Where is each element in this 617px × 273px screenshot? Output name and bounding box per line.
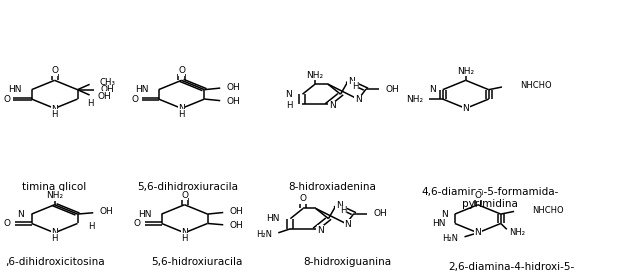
Text: O: O (300, 194, 307, 203)
Text: H: H (340, 206, 347, 215)
Text: H: H (352, 82, 358, 91)
Text: N: N (429, 85, 436, 94)
Text: N: N (336, 201, 342, 210)
Text: ,6-dihidroxicitosina: ,6-dihidroxicitosina (5, 257, 104, 267)
Text: OH: OH (97, 92, 111, 101)
Text: N: N (344, 220, 351, 229)
Text: O: O (51, 66, 58, 75)
Text: H: H (286, 101, 293, 110)
Text: OH: OH (101, 85, 114, 94)
Text: OH: OH (230, 221, 244, 230)
Text: N: N (17, 210, 24, 219)
Text: N: N (462, 104, 469, 113)
Text: N: N (441, 210, 447, 219)
Text: 5,6-dihidroxiuracila: 5,6-dihidroxiuracila (137, 182, 238, 192)
Text: NH₂: NH₂ (406, 94, 423, 103)
Text: timina glicol: timina glicol (22, 182, 86, 192)
Text: H₂N: H₂N (256, 230, 272, 239)
Text: H: H (88, 222, 95, 231)
Text: N: N (329, 101, 336, 110)
Text: O: O (474, 191, 481, 200)
Text: HN: HN (135, 85, 149, 94)
Text: NH₂: NH₂ (307, 71, 324, 80)
Text: NH₂: NH₂ (508, 227, 524, 236)
Text: N: N (178, 104, 185, 113)
Text: N: N (348, 76, 355, 85)
Text: N: N (181, 228, 188, 237)
Text: OH: OH (227, 82, 241, 91)
Text: NHCHO: NHCHO (532, 206, 564, 215)
Text: O: O (131, 94, 138, 103)
Text: H: H (51, 234, 58, 243)
Text: 4,6-diamina-5-formamida-
pyrimidina: 4,6-diamina-5-formamida- pyrimidina (421, 187, 558, 209)
Text: N: N (51, 105, 58, 114)
Text: NH₂: NH₂ (457, 67, 474, 76)
Text: H₂N: H₂N (442, 234, 458, 243)
Text: NHCHO: NHCHO (520, 81, 552, 90)
Text: OH: OH (230, 207, 244, 216)
Text: O: O (178, 66, 185, 75)
Text: HN: HN (138, 210, 152, 219)
Text: 2,6-diamina-4-hidroxi-5-
formamida-pirimidina: 2,6-diamina-4-hidroxi-5- formamida-pirim… (448, 262, 574, 273)
Text: O: O (134, 219, 141, 228)
Text: O: O (3, 94, 10, 103)
Text: N: N (51, 228, 58, 237)
Text: H: H (87, 99, 94, 108)
Text: HN: HN (266, 214, 280, 223)
Text: HN: HN (9, 85, 22, 94)
Text: N: N (355, 95, 362, 104)
Text: 8-hidroxiadenina: 8-hidroxiadenina (289, 182, 376, 192)
Text: H: H (51, 110, 58, 119)
Text: N: N (474, 228, 481, 237)
Text: 5,6-hidroxiuracila: 5,6-hidroxiuracila (151, 257, 242, 267)
Text: HN: HN (432, 219, 445, 228)
Text: 8-hidroxiguanina: 8-hidroxiguanina (304, 257, 392, 267)
Text: OH: OH (385, 85, 399, 94)
Text: OH: OH (374, 209, 387, 218)
Text: H: H (181, 234, 188, 243)
Text: O: O (181, 191, 188, 200)
Text: H: H (178, 109, 184, 118)
Text: N: N (317, 226, 324, 235)
Text: CH₃: CH₃ (99, 78, 115, 87)
Text: N: N (285, 90, 292, 99)
Text: NH₂: NH₂ (46, 191, 63, 200)
Text: OH: OH (227, 97, 241, 106)
Text: OH: OH (100, 207, 114, 216)
Text: O: O (4, 219, 11, 228)
